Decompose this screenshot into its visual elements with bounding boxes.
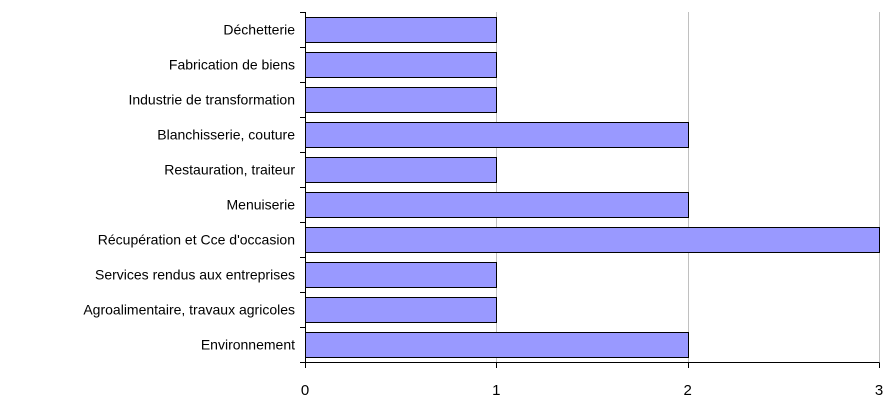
category-label-3: Blanchisserie, couture — [157, 127, 295, 143]
bar-5 — [305, 192, 689, 218]
bar-8 — [305, 297, 497, 323]
category-label-7: Services rendus aux entreprises — [95, 267, 295, 283]
x-tick-label-2: 2 — [683, 382, 691, 398]
bar-0 — [305, 17, 497, 43]
x-tick-labels: 0 1 2 3 — [301, 382, 883, 398]
bar-9 — [305, 332, 689, 358]
x-tick-label-3: 3 — [875, 382, 883, 398]
bar-3 — [305, 122, 689, 148]
category-label-4: Restauration, traiteur — [164, 162, 295, 178]
category-label-9: Environnement — [201, 337, 295, 353]
category-label-8: Agroalimentaire, travaux agricoles — [83, 302, 295, 318]
bars — [305, 17, 880, 358]
bar-4 — [305, 157, 497, 183]
category-label-1: Fabrication de biens — [169, 57, 295, 73]
x-tick-label-0: 0 — [301, 382, 309, 398]
bar-2 — [305, 87, 497, 113]
bar-7 — [305, 262, 497, 288]
bar-1 — [305, 52, 497, 78]
axes — [300, 12, 880, 368]
category-label-0: Déchetterie — [223, 22, 295, 38]
category-labels: Déchetterie Fabrication de biens Industrie… — [83, 22, 295, 353]
x-tick-label-1: 1 — [492, 382, 500, 398]
gridlines — [496, 12, 880, 362]
category-label-2: Industrie de transformation — [128, 92, 295, 108]
category-label-6: Récupération et Cce d'occasion — [98, 232, 295, 248]
category-label-5: Menuiserie — [227, 197, 296, 213]
bar-6 — [305, 227, 880, 253]
